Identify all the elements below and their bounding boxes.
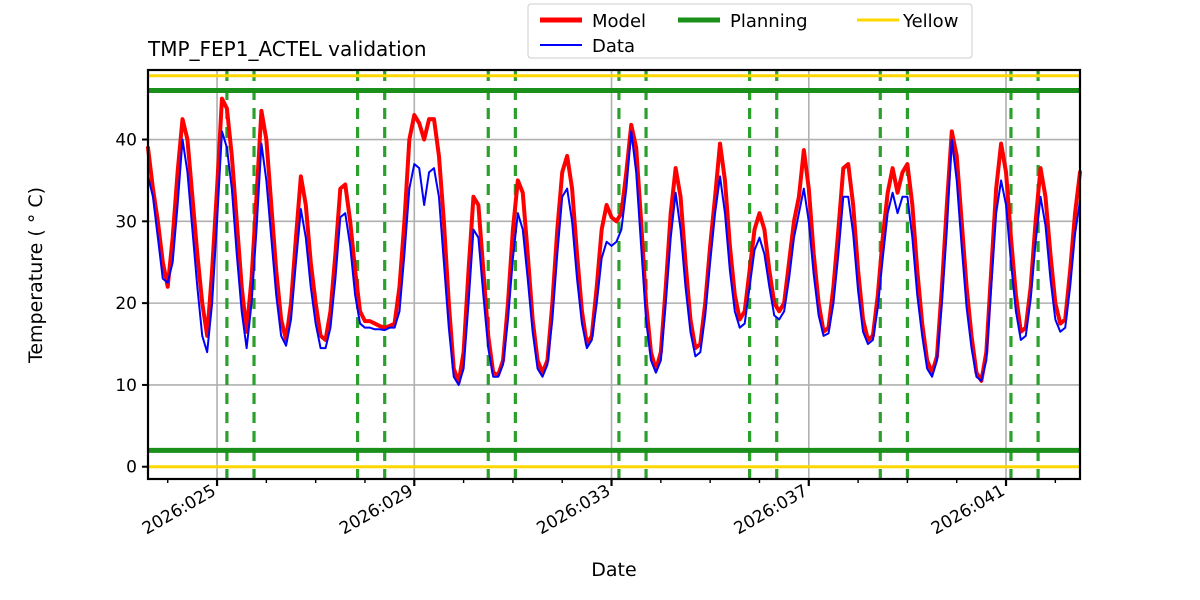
x-axis-title: Date bbox=[591, 559, 636, 581]
chart-title: TMP_FEP1_ACTEL validation bbox=[147, 37, 427, 61]
chart-legend[interactable]: Model Planning Yellow Data bbox=[527, 3, 973, 59]
axis-ticks bbox=[142, 138, 1057, 486]
y-tick-label: 30 bbox=[115, 212, 137, 232]
y-tick-label: 20 bbox=[115, 294, 137, 314]
legend-label-data[interactable]: Data bbox=[592, 36, 635, 57]
legend-box bbox=[527, 3, 973, 59]
y-tick-label: 10 bbox=[115, 376, 137, 396]
axes-background bbox=[148, 70, 1080, 479]
series-line-model bbox=[146, 96, 1082, 385]
legend-label-planning[interactable]: Planning bbox=[730, 11, 808, 32]
legend-label-yellow[interactable]: Yellow bbox=[902, 11, 958, 32]
y-tick-label: 40 bbox=[115, 131, 137, 151]
limit-lines bbox=[148, 74, 1080, 469]
y-tick-labels: 0 10 20 30 40 bbox=[115, 131, 137, 478]
legend-label-model[interactable]: Model bbox=[592, 11, 646, 32]
series-line-data bbox=[147, 130, 1081, 386]
y-axis-title: Temperature ( ° C) bbox=[25, 187, 47, 364]
y-tick-label: 0 bbox=[126, 458, 137, 478]
axes-spine bbox=[146, 68, 1082, 481]
data-series bbox=[146, 96, 1082, 386]
